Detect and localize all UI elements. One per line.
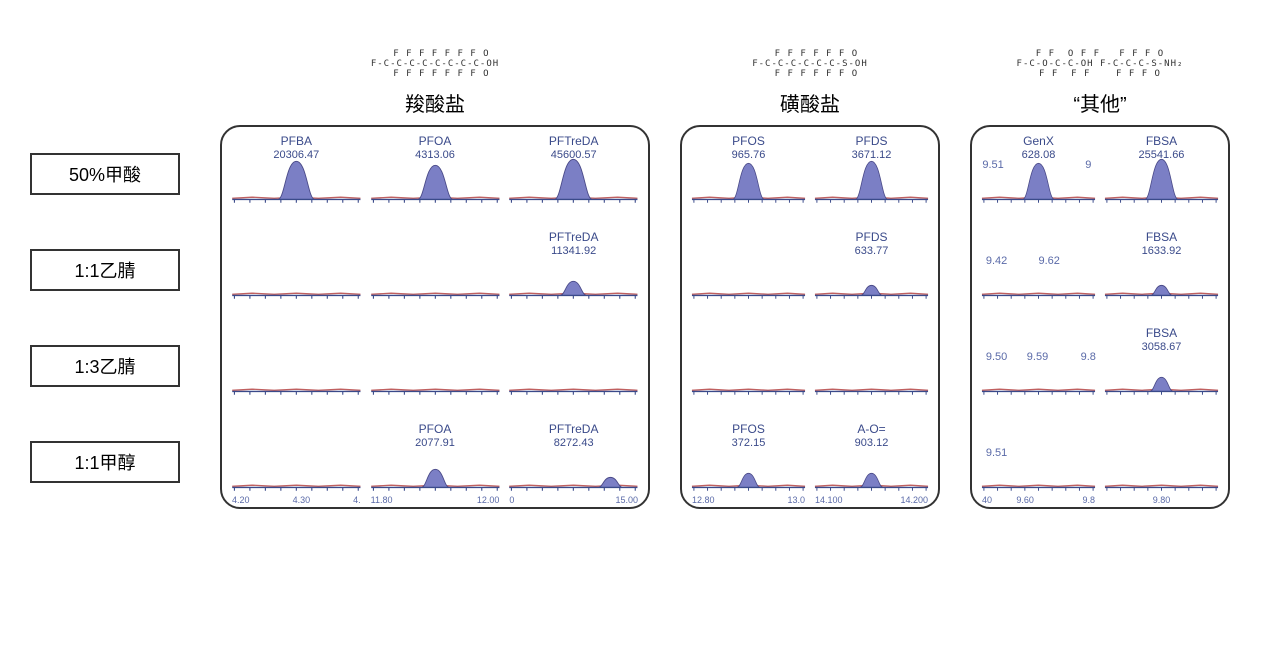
chromo-row (230, 329, 640, 407)
chromatogram: 9.80 (1103, 425, 1220, 503)
chromatogram: PFOS965.76 (690, 137, 807, 215)
chromo-row: PFTreDA11341.92 (230, 233, 640, 311)
group-title: 羧酸盐 (220, 84, 650, 125)
group-box: GenX628.089.519FBSA25541.669.429.62FBSA1… (970, 125, 1230, 509)
chromatogram: 4.204.304. (230, 425, 363, 503)
x-axis-ticks: 9.80 (1103, 495, 1220, 505)
chromatogram: PFDS633.77 (813, 233, 930, 311)
structure-cell: F F O F F F F F O F-C-O-C-C-OH F-C-C-C-S… (970, 10, 1230, 84)
chromatogram (690, 233, 807, 311)
chromo-row: PFOS965.76PFDS3671.12 (690, 137, 930, 215)
x-axis-ticks: 4.204.304. (230, 495, 363, 505)
chromo-row (690, 329, 930, 407)
row-label: 50%甲酸 (30, 153, 180, 195)
chromatogram (369, 329, 502, 407)
chromo-row: 4.204.304. PFOA2077.9111.8012.00PFTreDA82… (230, 425, 640, 503)
chromatogram (230, 233, 363, 311)
group-title: “其他” (970, 84, 1230, 125)
chemical-structure: F F O F F F F F O F-C-O-C-C-OH F-C-C-C-S… (1017, 50, 1184, 80)
group-title: 磺酸盐 (680, 84, 940, 125)
chromatogram: FBSA3058.67 (1103, 329, 1220, 407)
chromo-row: GenX628.089.519FBSA25541.66 (980, 137, 1220, 215)
chromo-row: 9.51409.609.8 9.80 (980, 425, 1220, 503)
chromo-row: PFDS633.77 (690, 233, 930, 311)
chromatogram (369, 233, 502, 311)
chromatogram: PFOA4313.06 (369, 137, 502, 215)
row-label: 1:3乙腈 (30, 345, 180, 387)
x-axis-ticks: 11.8012.00 (369, 495, 502, 505)
chromatogram: PFBA20306.47 (230, 137, 363, 215)
chromatogram: PFOA2077.9111.8012.00 (369, 425, 502, 503)
chromatogram: 9.429.62 (980, 233, 1097, 311)
chromatogram: FBSA1633.92 (1103, 233, 1220, 311)
chromatogram: PFOS372.1512.8013.0 (690, 425, 807, 503)
chromatogram: PFTreDA11341.92 (507, 233, 640, 311)
x-axis-ticks: 14.10014.200 (813, 495, 930, 505)
chemical-structure: F F F F F F F O F-C-C-C-C-C-C-C-C-OH F F… (371, 50, 499, 80)
chromatogram: GenX628.089.519 (980, 137, 1097, 215)
row-label: 1:1甲醇 (30, 441, 180, 483)
chromo-row: PFOS372.1512.8013.0A-O=903.1214.10014.20… (690, 425, 930, 503)
chromatogram: FBSA25541.66 (1103, 137, 1220, 215)
row-labels-column: 50%甲酸 1:1乙腈 1:3乙腈 1:1甲醇 (20, 125, 190, 509)
chromatogram: 9.509.599.8 (980, 329, 1097, 407)
chromatogram: PFDS3671.12 (813, 137, 930, 215)
chromatogram (230, 329, 363, 407)
chromo-row: 9.509.599.8FBSA3058.67 (980, 329, 1220, 407)
chromatogram (507, 329, 640, 407)
chromo-row: PFBA20306.47PFOA4313.06PFTreDA45600.57 (230, 137, 640, 215)
structure-cell: F F F F F F F O F-C-C-C-C-C-C-C-C-OH F F… (220, 10, 650, 84)
group-box: PFBA20306.47PFOA4313.06PFTreDA45600.57PF… (220, 125, 650, 509)
x-axis-ticks: 015.00 (507, 495, 640, 505)
x-axis-ticks: 12.8013.0 (690, 495, 807, 505)
chromatogram: PFTreDA45600.57 (507, 137, 640, 215)
chromatogram (690, 329, 807, 407)
group-box: PFOS965.76PFDS3671.12 PFDS633.77 PFOS372.1… (680, 125, 940, 509)
chromo-row: 9.429.62FBSA1633.92 (980, 233, 1220, 311)
x-axis-ticks: 409.609.8 (980, 495, 1097, 505)
structure-cell: F F F F F F O F-C-C-C-C-C-C-S-OH F F F F… (680, 10, 940, 84)
chromatogram (813, 329, 930, 407)
chemical-structure: F F F F F F O F-C-C-C-C-C-C-S-OH F F F F… (752, 50, 868, 80)
chromatogram: PFTreDA8272.43015.00 (507, 425, 640, 503)
chromatogram: 9.51409.609.8 (980, 425, 1097, 503)
chromatogram: A-O=903.1214.10014.200 (813, 425, 930, 503)
row-label: 1:1乙腈 (30, 249, 180, 291)
